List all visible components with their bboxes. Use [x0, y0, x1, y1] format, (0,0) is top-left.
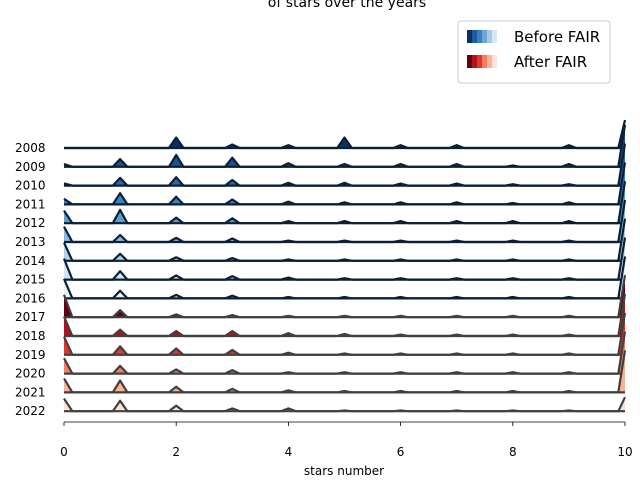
year-label: 2016 [15, 291, 46, 305]
ridge-fill-2008 [64, 120, 625, 148]
ridge-fill-2020 [64, 331, 625, 374]
year-label: 2015 [15, 273, 46, 287]
x-tick-label: 4 [285, 445, 293, 459]
legend-swatch [477, 30, 482, 43]
ridge-fill-2015 [64, 237, 625, 280]
year-label: 2011 [15, 197, 46, 211]
ridge-fill-2012 [64, 181, 625, 224]
ridge-fill-2018 [64, 294, 625, 336]
x-axis-label: stars number [304, 464, 384, 478]
x-tick-label: 6 [397, 445, 405, 459]
legend-swatch [487, 55, 492, 68]
ridge-fill-2014 [64, 218, 625, 261]
year-label: 2017 [15, 310, 46, 324]
ridge-fill-2009 [64, 124, 625, 167]
legend-swatch [482, 30, 487, 43]
x-axis: 0 2 4 6 8 10 [60, 421, 633, 459]
ridge-fill-2019 [64, 312, 625, 355]
year-label: 2022 [15, 404, 46, 418]
x-tick-label: 2 [172, 445, 180, 459]
year-label: 2021 [15, 385, 46, 399]
year-label: 2008 [15, 141, 46, 155]
year-labels: 2008 2009 2010 2011 2012 2013 2014 2015 2016 2017… [15, 141, 46, 418]
legend-swatch [472, 30, 477, 43]
year-label: 2020 [15, 367, 46, 381]
year-label: 2013 [15, 235, 46, 249]
legend-swatch [477, 55, 482, 68]
ridges-group [62, 119, 627, 413]
x-tick-label: 10 [617, 445, 632, 459]
year-label: 2014 [15, 254, 46, 268]
year-label: 2018 [15, 329, 46, 343]
ridge-fill-2017 [64, 275, 625, 318]
ridge-fill-2013 [64, 200, 625, 242]
year-label: 2010 [15, 179, 46, 193]
legend-swatch [467, 55, 472, 68]
legend-swatch [487, 30, 492, 43]
year-label: 2019 [15, 348, 46, 362]
ridge-fill-2011 [64, 162, 625, 205]
ridge-line-2022 [63, 396, 626, 413]
year-label: 2009 [15, 160, 46, 174]
legend-swatch [492, 55, 497, 68]
ridge-fill-2016 [64, 256, 625, 299]
x-tick-label: 8 [509, 445, 517, 459]
ridge-fill-2010 [64, 143, 625, 186]
ridge-fill-2022 [64, 397, 625, 412]
legend-swatch [482, 55, 487, 68]
ridge-fill-2021 [64, 350, 625, 393]
year-label: 2012 [15, 216, 46, 230]
legend-swatch [472, 55, 477, 68]
legend: Before FAIR After FAIR [457, 20, 611, 84]
legend-label: Before FAIR [514, 28, 600, 46]
legend-label: After FAIR [514, 53, 587, 71]
chart-title: of stars over the years [268, 0, 426, 11]
legend-swatch [492, 30, 497, 43]
x-tick-label: 0 [60, 445, 68, 459]
legend-swatch [467, 30, 472, 43]
